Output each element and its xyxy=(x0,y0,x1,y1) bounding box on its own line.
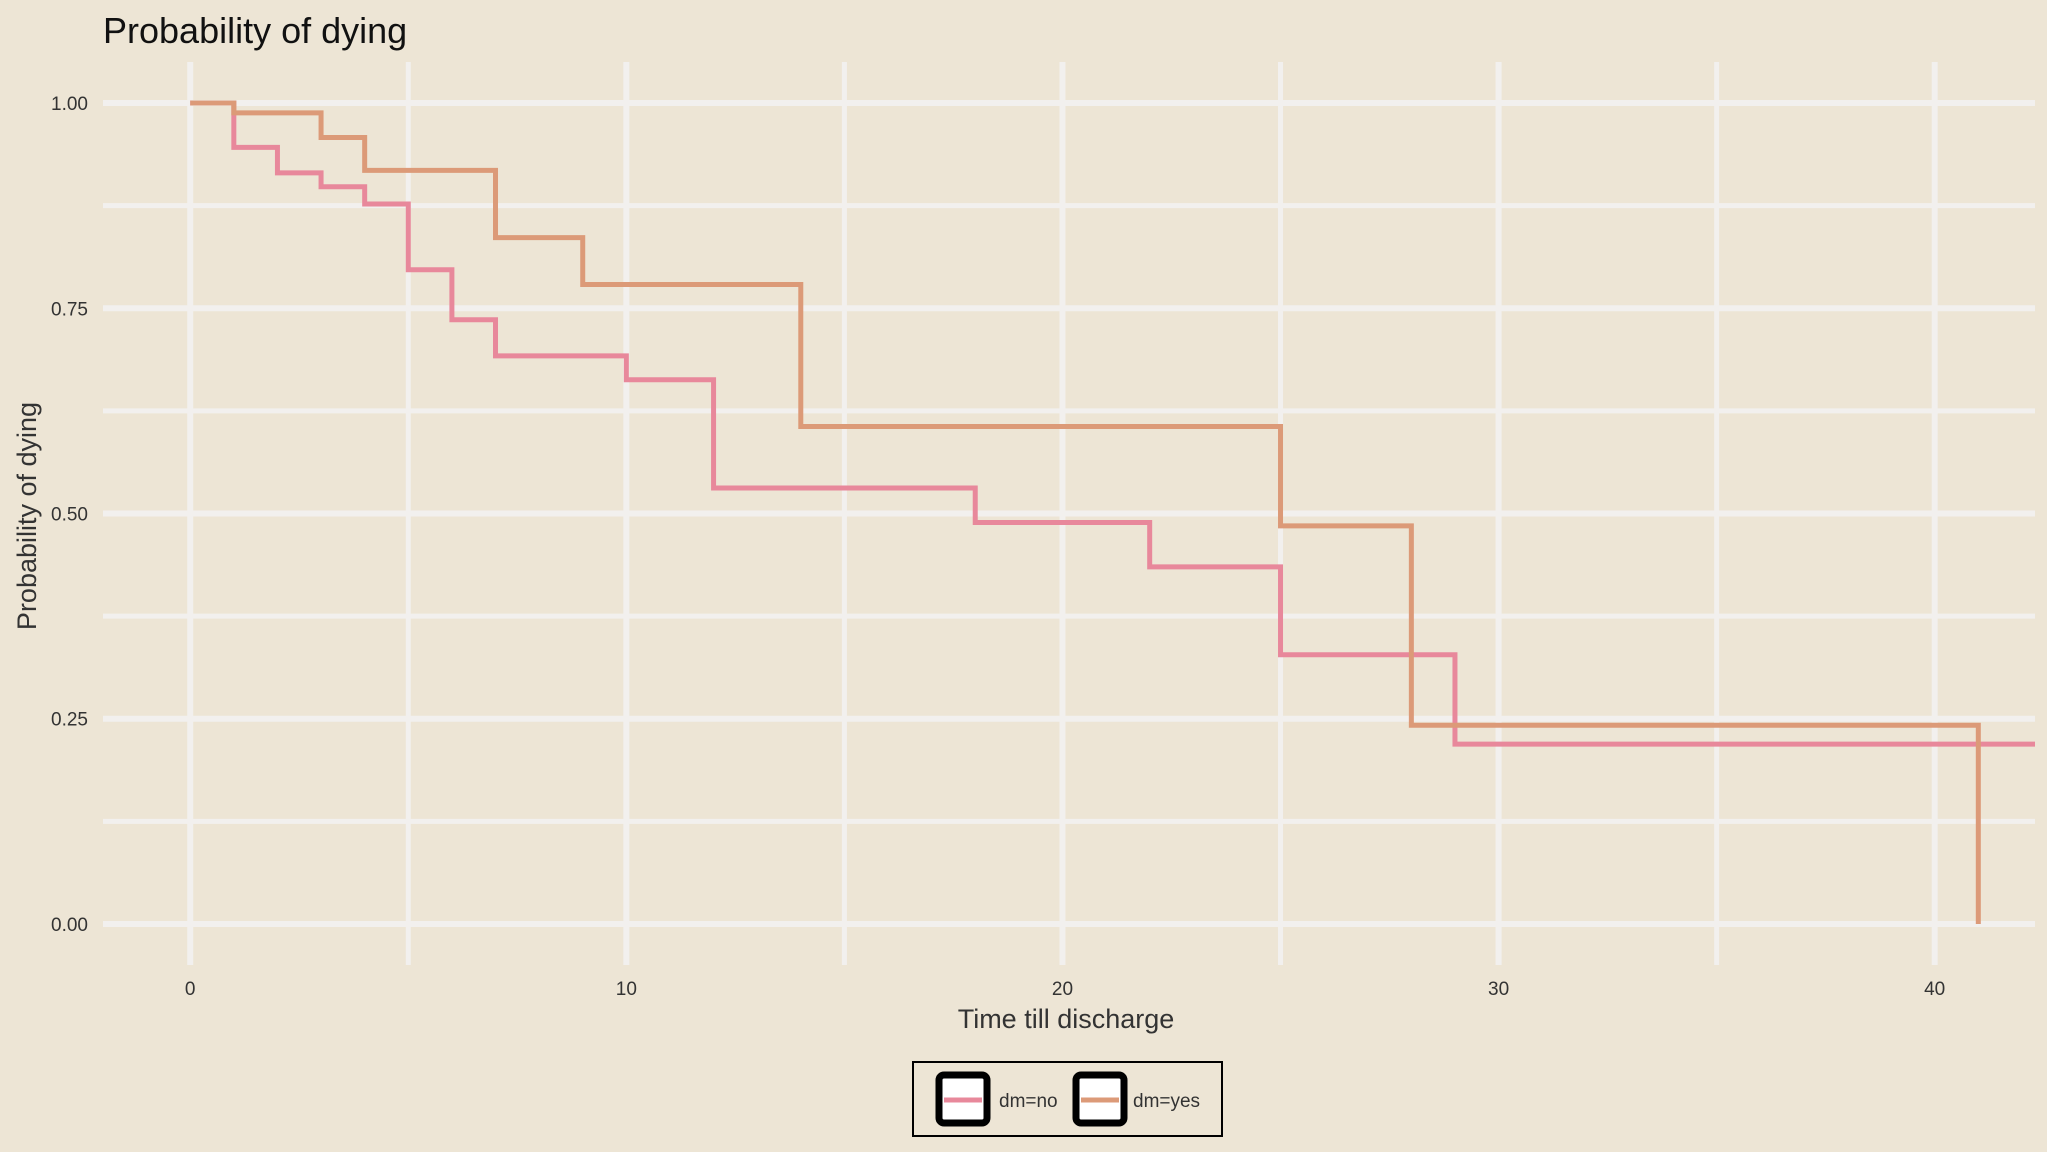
x-tick-label: 10 xyxy=(616,979,637,1000)
legend-item-dm-yes: dm=yes xyxy=(1072,1071,1200,1127)
y-tick-labels: 0.00 0.25 0.50 0.75 1.00 xyxy=(51,94,88,936)
y-tick-label: 0.00 xyxy=(51,915,88,936)
grid xyxy=(103,62,2035,965)
chart-title: Probability of dying xyxy=(103,10,407,51)
series-line-dm-yes xyxy=(190,100,1981,924)
x-tick-label: 20 xyxy=(1052,979,1073,1000)
legend-item-dm-no: dm=no xyxy=(935,1071,1058,1127)
x-axis-title: Time till discharge xyxy=(958,1004,1175,1034)
y-axis-title: Probability of dying xyxy=(12,402,42,630)
series-lines xyxy=(190,100,2035,924)
y-tick-label: 0.75 xyxy=(51,299,88,320)
y-tick-label: 1.00 xyxy=(51,94,88,115)
legend-label-dm-no: dm=no xyxy=(999,1091,1058,1112)
legend: dm=no dm=yes xyxy=(912,1061,1223,1137)
series-line-dm-no xyxy=(190,100,2035,747)
legend-box xyxy=(912,1061,1223,1137)
y-tick-label: 0.25 xyxy=(51,710,88,731)
x-tick-label: 40 xyxy=(1924,979,1945,1000)
x-tick-label: 30 xyxy=(1488,979,1509,1000)
x-tick-labels: 0 10 20 30 40 xyxy=(185,979,1945,1000)
legend-label-dm-yes: dm=yes xyxy=(1133,1091,1200,1112)
y-tick-label: 0.50 xyxy=(51,505,88,526)
x-tick-label: 0 xyxy=(185,979,196,1000)
